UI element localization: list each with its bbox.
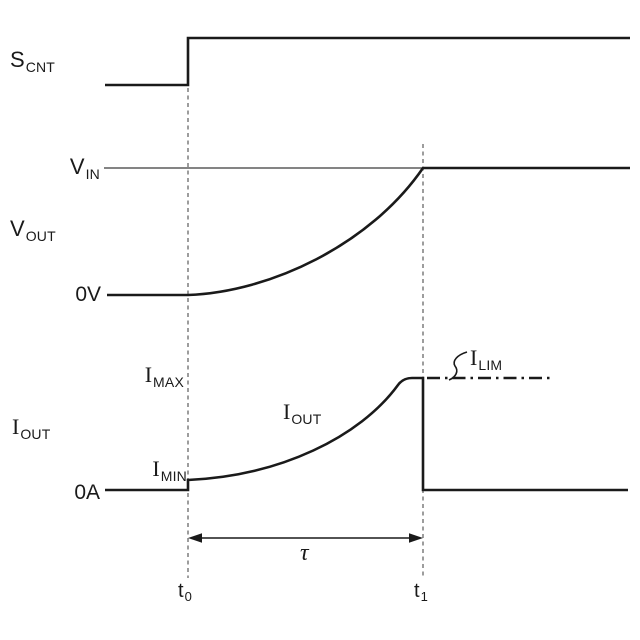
iout-waveform-path — [105, 376, 628, 492]
level-label-0v: 0V — [75, 284, 101, 305]
ilim-leader-squiggle — [448, 351, 468, 381]
level-label-imin: IMIN — [152, 456, 187, 484]
tau-text: τ — [300, 540, 309, 566]
vin-label-main: V — [69, 154, 85, 179]
ilim-label-sub: LIM — [478, 357, 503, 373]
iout-curve-label-sub: OUT — [291, 411, 322, 427]
iout-curve-label-main: I — [283, 399, 291, 424]
scnt-label-sub: CNT — [25, 59, 56, 75]
t1-label-main: t — [414, 580, 420, 602]
tau-arrowhead-right — [409, 533, 423, 543]
t0-label: t0 — [178, 580, 192, 604]
imin-label-sub: MIN — [160, 468, 187, 484]
level-label-ilim: ILIM — [470, 345, 502, 373]
level-label-0a: 0A — [74, 482, 100, 503]
imin-label-main: I — [152, 456, 160, 481]
vin-label-sub: IN — [85, 166, 100, 182]
tau-arrowhead-left — [188, 533, 202, 543]
imax-label-main: I — [144, 362, 153, 387]
t0-label-main: t — [178, 580, 184, 602]
tau-label: τ — [300, 541, 309, 565]
t1-label-sub: 1 — [420, 589, 428, 604]
signal-label-iout: IOUT — [12, 414, 50, 442]
t0-label-sub: 0 — [184, 589, 192, 604]
iout-label-sub: OUT — [20, 426, 51, 442]
scnt-label-main: S — [10, 47, 25, 72]
curve-label-iout: IOUT — [283, 399, 321, 427]
zero-amp-text: 0A — [74, 481, 100, 504]
vout-waveform-path — [107, 166, 630, 297]
scnt-waveform-path — [105, 36, 630, 87]
signal-label-vout: VOUT — [10, 216, 56, 244]
iout-label-main: I — [12, 414, 20, 439]
signal-label-scnt: SCNT — [10, 47, 55, 75]
vout-label-sub: OUT — [25, 228, 56, 244]
zero-volt-text: 0V — [75, 283, 101, 306]
level-label-imax: IMAX — [144, 362, 184, 390]
vout-label-main: V — [10, 216, 25, 241]
ilim-label-main: I — [470, 345, 478, 370]
imax-label-sub: MAX — [153, 374, 184, 390]
level-label-vin: VIN — [69, 154, 100, 182]
t1-label: t1 — [414, 580, 428, 604]
